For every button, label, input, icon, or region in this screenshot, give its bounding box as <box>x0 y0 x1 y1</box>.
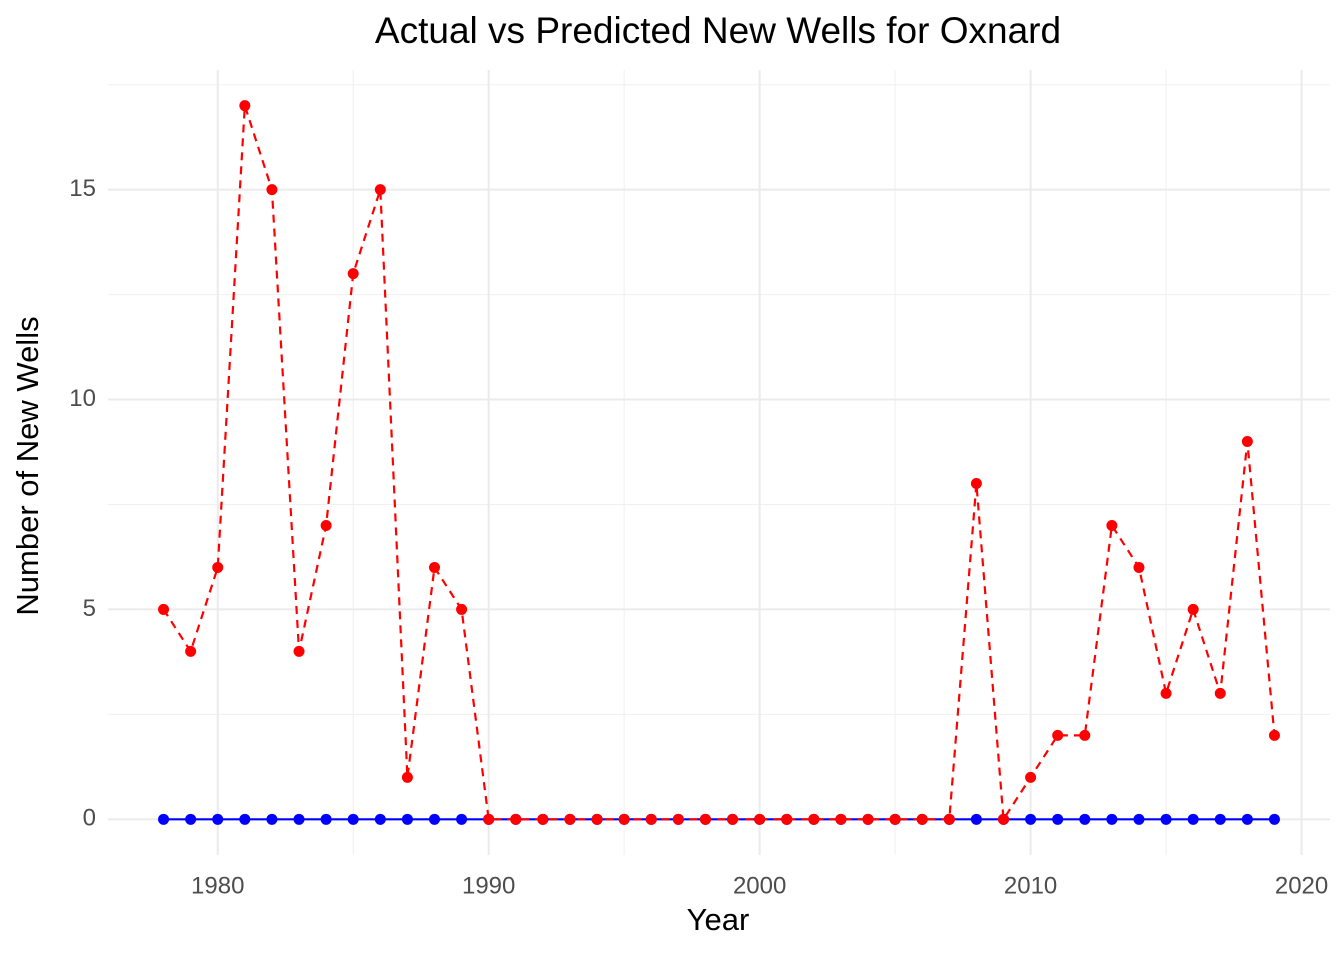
data-point <box>618 813 630 825</box>
data-point <box>374 813 386 825</box>
series-line <box>162 105 1276 823</box>
y-tick-label: 10 <box>69 385 96 412</box>
y-tick-label: 5 <box>83 595 96 622</box>
data-point <box>1052 729 1064 741</box>
data-point <box>727 813 739 825</box>
y-tick-label: 0 <box>83 805 96 832</box>
data-point <box>754 813 766 825</box>
data-point <box>1106 519 1118 531</box>
data-point <box>456 813 468 825</box>
data-point <box>293 645 305 657</box>
data-point <box>1106 813 1118 825</box>
data-point <box>266 184 278 196</box>
y-axis-label: Number of New Wells <box>10 316 45 615</box>
data-point <box>239 100 251 112</box>
data-point <box>564 813 576 825</box>
data-point <box>1025 813 1037 825</box>
data-point <box>1133 813 1145 825</box>
data-point <box>970 813 982 825</box>
data-point <box>347 268 359 280</box>
data-point <box>998 813 1010 825</box>
data-point <box>428 813 440 825</box>
data-point <box>591 813 603 825</box>
data-point <box>212 561 224 573</box>
data-point <box>1160 813 1172 825</box>
data-point <box>320 519 332 531</box>
data-point <box>1241 436 1253 448</box>
x-tick-label: 2000 <box>733 872 786 899</box>
data-point <box>835 813 847 825</box>
data-point <box>401 813 413 825</box>
data-point <box>239 813 251 825</box>
data-point <box>1160 687 1172 699</box>
data-point <box>483 813 495 825</box>
data-point <box>862 813 874 825</box>
data-point <box>1052 813 1064 825</box>
data-point <box>185 813 197 825</box>
data-point <box>1079 729 1091 741</box>
data-point <box>808 813 820 825</box>
data-point <box>672 813 684 825</box>
data-point <box>401 771 413 783</box>
data-point <box>916 813 928 825</box>
data-point <box>320 813 332 825</box>
data-point <box>212 813 224 825</box>
data-point <box>158 813 170 825</box>
data-point <box>1241 813 1253 825</box>
x-axis-label: Year <box>687 902 750 937</box>
data-point <box>456 603 468 615</box>
data-point <box>293 813 305 825</box>
data-point <box>428 561 440 573</box>
x-tick-label: 2010 <box>1004 872 1057 899</box>
data-point <box>645 813 657 825</box>
data-point <box>781 813 793 825</box>
x-tick-label: 2020 <box>1275 872 1328 899</box>
data-point <box>158 603 170 615</box>
data-point <box>943 813 955 825</box>
y-tick-label: 15 <box>69 175 96 202</box>
data-point <box>1187 813 1199 825</box>
data-point <box>1133 561 1145 573</box>
chart-title: Actual vs Predicted New Wells for Oxnard <box>375 10 1061 51</box>
data-point <box>1214 813 1226 825</box>
x-tick-label: 1980 <box>191 872 244 899</box>
data-point <box>537 813 549 825</box>
data-point <box>1268 729 1280 741</box>
data-point <box>699 813 711 825</box>
data-point <box>266 813 278 825</box>
data-point <box>889 813 901 825</box>
data-point <box>1187 603 1199 615</box>
data-point <box>970 477 982 489</box>
data-point <box>374 184 386 196</box>
data-point <box>1079 813 1091 825</box>
data-point <box>347 813 359 825</box>
data-point <box>185 645 197 657</box>
data-point <box>510 813 522 825</box>
data-point <box>1025 771 1037 783</box>
x-tick-label: 1990 <box>462 872 515 899</box>
data-point <box>1214 687 1226 699</box>
data-point <box>1268 813 1280 825</box>
